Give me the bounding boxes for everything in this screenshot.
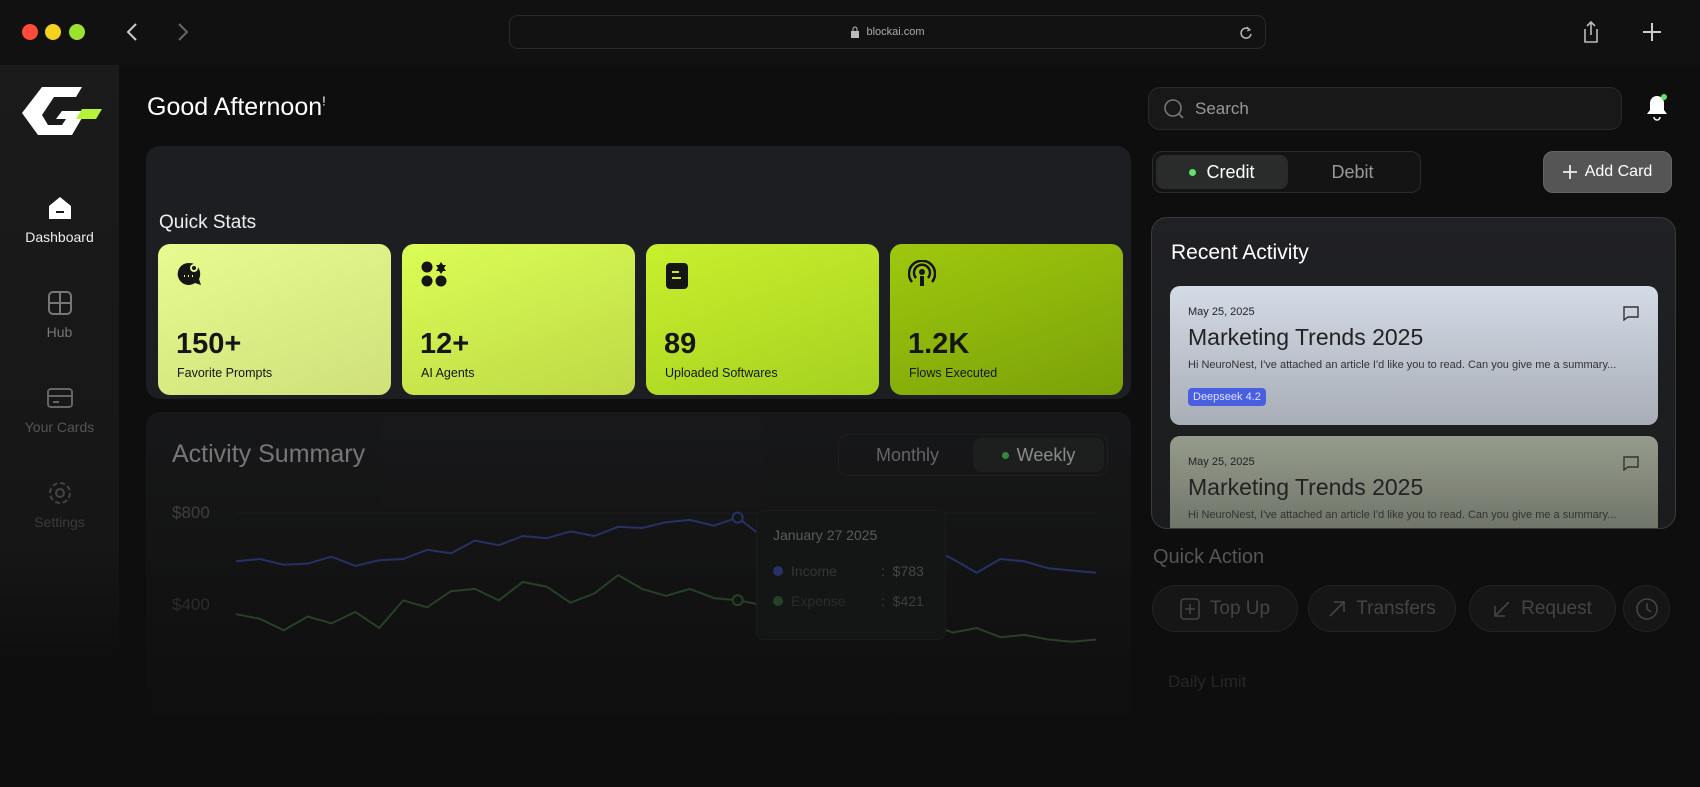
top-up-button[interactable]: Top Up: [1152, 585, 1298, 632]
hover-point: [731, 511, 744, 524]
agents-icon: [421, 261, 447, 287]
stat-value: 89: [664, 328, 697, 360]
arrow-down-left-icon: [1494, 600, 1510, 617]
y-tick-label: $800: [172, 503, 210, 522]
tab-debit[interactable]: Debit: [1331, 161, 1374, 182]
stat-card[interactable]: 150+ Favorite Prompts: [158, 244, 391, 395]
close-window-button[interactable]: [22, 24, 38, 40]
page-title: Good Afternoon!: [147, 93, 326, 121]
activity-summary-panel: Activity Summary Monthly Weekly $800 $40…: [146, 412, 1131, 742]
reload-icon[interactable]: [1239, 26, 1253, 40]
section-title: Quick Action: [1153, 546, 1265, 568]
stat-label: Flows Executed: [909, 366, 998, 380]
plus-square-icon: [1180, 597, 1200, 620]
sidebar-item-label: Your Cards: [24, 419, 95, 435]
history-button[interactable]: [1623, 585, 1670, 632]
chart-tooltip: January 27 2025 Income: $783 Expense: $4…: [756, 510, 946, 640]
arrow-up-right-icon: [1329, 600, 1346, 617]
history-icon: [1635, 597, 1658, 620]
notification-dot: [1661, 94, 1667, 100]
stat-label: AI Agents: [421, 366, 475, 380]
card-type-toggle: Credit Debit: [1152, 151, 1421, 193]
stat-value: 12+: [420, 328, 470, 360]
home-icon: [48, 197, 71, 219]
stat-value: 150+: [176, 328, 242, 360]
comment-icon[interactable]: [1622, 455, 1640, 471]
activity-body: Hi NeuroNest, I've attached an article I…: [1188, 509, 1617, 521]
section-title: Activity Summary: [172, 440, 366, 468]
activity-chart[interactable]: [146, 412, 1131, 742]
sidebar-item-your-cards[interactable]: Your Cards: [0, 385, 119, 435]
sidebar-item-label: Dashboard: [25, 229, 94, 245]
stat-card[interactable]: 12+ AI Agents: [402, 244, 635, 395]
comment-icon[interactable]: [1622, 305, 1640, 321]
active-dot: [1001, 451, 1009, 459]
active-dot: [1189, 168, 1197, 176]
stat-label: Uploaded Softwares: [665, 366, 778, 380]
sidebar: Dashboard Hub Your Cards Settings: [0, 65, 119, 665]
tooltip-date: January 27 2025: [773, 527, 878, 543]
y-tick-label: $400: [172, 595, 210, 614]
search-input[interactable]: Search: [1148, 87, 1622, 130]
address-bar[interactable]: blockai.com: [509, 15, 1266, 49]
bell-icon[interactable]: [1644, 93, 1670, 123]
request-button[interactable]: Request: [1469, 585, 1616, 632]
tab-weekly[interactable]: Weekly: [973, 438, 1104, 472]
minimize-window-button[interactable]: [45, 24, 61, 40]
stat-value: 1.2K: [908, 328, 970, 360]
clipboard-icon: [666, 263, 688, 289]
transfers-button[interactable]: Transfers: [1308, 585, 1456, 632]
browser-toolbar: blockai.com: [0, 0, 1700, 65]
tab-label: Weekly: [1016, 444, 1076, 465]
activity-title: Marketing Trends 2025: [1188, 474, 1424, 500]
search-placeholder: Search: [1195, 98, 1249, 118]
logo: [22, 87, 102, 135]
section-title: Recent Activity: [1171, 241, 1309, 264]
sidebar-item-settings[interactable]: Settings: [0, 480, 119, 530]
chat-eye-icon: [177, 262, 201, 285]
share-icon[interactable]: [1582, 20, 1600, 44]
url-text: blockai.com: [866, 26, 925, 38]
broadcast-icon: [907, 259, 937, 286]
search-icon: [1164, 98, 1184, 119]
sidebar-item-label: Settings: [34, 514, 85, 530]
sidebar-item-label: Hub: [46, 324, 73, 340]
lock-icon: [851, 26, 860, 38]
add-card-button[interactable]: Add Card: [1543, 151, 1672, 193]
activity-date: May 25, 2025: [1188, 456, 1255, 468]
hover-point: [731, 594, 744, 607]
button-label: Add Card: [1584, 163, 1653, 180]
activity-body: Hi NeuroNest, I've attached an article I…: [1188, 359, 1617, 371]
tab-label: Credit: [1206, 161, 1255, 182]
tab-credit[interactable]: Credit: [1156, 155, 1288, 189]
tooltip-row: Income: $783: [773, 563, 929, 579]
sidebar-item-hub[interactable]: Hub: [0, 290, 119, 340]
activity-item[interactable]: May 25, 2025 Marketing Trends 2025 Hi Ne…: [1170, 286, 1658, 425]
series-line-expense: [235, 574, 1097, 643]
sidebar-item-dashboard[interactable]: Dashboard: [0, 195, 119, 245]
activity-title: Marketing Trends 2025: [1188, 324, 1424, 350]
plus-icon: [1562, 165, 1577, 179]
maximize-window-button[interactable]: [69, 24, 85, 40]
section-title: Daily Limit: [1168, 672, 1247, 691]
period-toggle: Monthly Weekly: [838, 434, 1108, 476]
stat-card[interactable]: 1.2K Flows Executed: [890, 244, 1123, 395]
tooltip-row: Expense: $421: [773, 593, 929, 609]
section-title: Quick Stats: [159, 212, 257, 233]
back-icon[interactable]: [125, 22, 139, 42]
activity-date: May 25, 2025: [1188, 306, 1255, 318]
forward-icon[interactable]: [176, 22, 190, 42]
card-icon: [46, 388, 73, 408]
grid-icon: [47, 291, 72, 315]
series-line-income: [235, 516, 1097, 574]
stat-label: Favorite Prompts: [177, 366, 273, 380]
model-badge: Deepseek 4.2: [1188, 388, 1266, 406]
stat-card[interactable]: 89 Uploaded Softwares: [646, 244, 879, 395]
activity-item[interactable]: May 25, 2025 Marketing Trends 2025 Hi Ne…: [1170, 436, 1658, 528]
new-tab-icon[interactable]: [1642, 22, 1662, 42]
tab-monthly[interactable]: Monthly: [875, 444, 940, 465]
gear-icon: [48, 482, 71, 504]
